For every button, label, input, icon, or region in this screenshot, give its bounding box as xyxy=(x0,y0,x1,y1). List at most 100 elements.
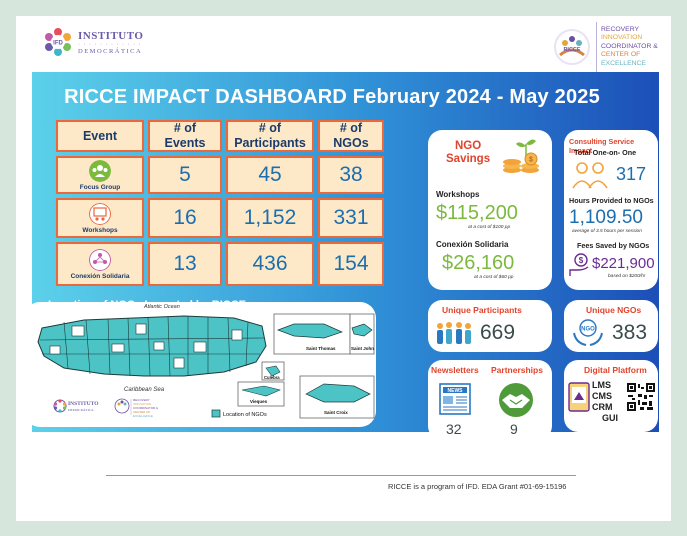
consulting-title: Consulting Service Impact xyxy=(569,137,635,155)
legend-label: Location of NGOs xyxy=(223,412,267,418)
ngo-location-map: Atlantic Ocean Caribbean Sea Saint Thoma… xyxy=(24,302,376,427)
ifd-logo-mark-icon: IFD xyxy=(42,26,74,58)
newsletters-title: Newsletters xyxy=(431,365,479,375)
table-header-participants: # of Participants xyxy=(226,120,314,152)
svg-text:NGO: NGO xyxy=(581,327,595,333)
qr-code-icon xyxy=(626,382,656,412)
participants-count: 1,152 xyxy=(226,198,314,238)
one-on-one-label: Total One-on- One xyxy=(574,148,637,157)
events-count: 13 xyxy=(148,242,222,286)
coins-plant-icon: $ xyxy=(503,139,539,173)
event-name: Workshops xyxy=(82,226,118,234)
unique-ngos-value: 383 xyxy=(612,321,648,344)
savings-workshops-label: Workshops xyxy=(436,190,480,199)
ngo-savings-title: NGO Savings xyxy=(446,140,491,165)
table-header-event: Event xyxy=(56,120,144,152)
footer-divider xyxy=(106,475,576,476)
table-row-conexion: Conexión Solidaria xyxy=(56,242,144,286)
saint-john-label: Saint John xyxy=(351,346,374,351)
tablet-icon xyxy=(568,382,590,412)
table-row-workshops: Workshops xyxy=(56,198,144,238)
ricce-logo: RICCE RECOVERY INNOVATION COORDINATOR & … xyxy=(552,22,658,72)
savings-conexion-note: at a cost of $60 pp xyxy=(474,275,514,280)
unique-participants-card: Unique Participants 669 xyxy=(428,300,552,352)
legend-swatch xyxy=(211,409,221,418)
vieques-label: Vieques xyxy=(250,399,268,404)
svg-text:INNOVATION: INNOVATION xyxy=(133,402,151,406)
map-ricce-logo: RECOVERY INNOVATION COORDINATOR & CENTER… xyxy=(114,398,158,418)
ngo-savings-card: NGO Savings $ Workshops $115,200 at a co… xyxy=(428,130,552,290)
puerto-rico-map: Atlantic Ocean Caribbean Sea Saint Thoma… xyxy=(37,304,375,419)
ifd-logo-line1: INSTITUTO xyxy=(78,29,144,42)
hours-note: average of 3.5 hours per session xyxy=(572,229,642,234)
savings-conexion-value: $26,160 xyxy=(442,252,515,274)
ngos-count: 38 xyxy=(318,156,384,194)
fees-value: $221,900 xyxy=(592,255,655,272)
unique-ngos-title: Unique NGOs xyxy=(586,305,642,315)
unique-participants-value: 669 xyxy=(480,321,516,344)
svg-text:NEWS: NEWS xyxy=(448,388,464,394)
hand-money-icon: $ xyxy=(569,253,589,276)
partnerships-title: Partnerships xyxy=(491,365,543,375)
ifd-logo-line2: DEMOCRÁTICA xyxy=(78,47,143,55)
digital-platform-title: Digital Platform xyxy=(584,365,647,375)
ifd-logo: IFD INSTITUTO · · · · · · · · · · · · DE… xyxy=(42,26,143,58)
svg-text:INSTITUTO: INSTITUTO xyxy=(68,401,99,407)
table-header-events: # of Events xyxy=(148,120,222,152)
svg-text:CENTER OF: CENTER OF xyxy=(133,410,151,414)
ngos-count: 331 xyxy=(318,198,384,238)
dashboard-banner: RICCE IMPACT DASHBOARD February 2024 - M… xyxy=(32,72,659,440)
focus-group-icon xyxy=(89,159,111,182)
handshake-icon xyxy=(499,383,533,417)
atlantic-label: Atlantic Ocean xyxy=(143,304,180,310)
savings-workshops-note: at a cost of $100 pp xyxy=(468,225,511,230)
event-name: Focus Group xyxy=(79,183,121,191)
group-people-icon xyxy=(437,322,471,344)
dashboard-title: RICCE IMPACT DASHBOARD February 2024 - M… xyxy=(64,86,600,108)
svg-text:$: $ xyxy=(579,256,584,265)
consulting-card: Consulting Service Impact Total One-on- … xyxy=(564,130,658,290)
svg-text:COORDINATOR &: COORDINATOR & xyxy=(133,406,158,410)
vieques-inset xyxy=(237,381,285,407)
ricce-logo-mark-icon: RICCE xyxy=(554,29,590,65)
platform-list: LMS CMS CRM GUI xyxy=(592,380,619,423)
participants-count: 436 xyxy=(226,242,314,286)
hours-value: 1,109.50 xyxy=(569,207,643,228)
svg-text:DEMOCRÁTICA: DEMOCRÁTICA xyxy=(68,407,94,412)
one-on-one-value: 317 xyxy=(616,164,647,184)
map-ifd-logo: INSTITUTO DEMOCRÁTICA xyxy=(53,399,99,413)
events-count: 5 xyxy=(148,156,222,194)
caribbean-label: Caribbean Sea xyxy=(124,387,165,393)
partnerships-value: 9 xyxy=(510,421,518,437)
events-count: 16 xyxy=(148,198,222,238)
event-name: Conexión Solidaria xyxy=(70,272,130,280)
svg-text:RICCE: RICCE xyxy=(563,47,580,53)
saint-croix-label: Saint Croix xyxy=(324,410,348,415)
ricce-logo-text: RECOVERY INNOVATION COORDINATOR & CENTER… xyxy=(601,25,658,67)
people-consult-icon xyxy=(572,162,608,189)
fees-note: based on $200/hr xyxy=(608,274,646,279)
table-row-focus-group: Focus Group xyxy=(56,156,144,194)
svg-text:EXCELLENCE: EXCELLENCE xyxy=(133,414,153,418)
footer-text: RICCE is a program of IFD. EDA Grant #01… xyxy=(388,482,567,491)
newsletters-value: 32 xyxy=(446,421,462,437)
newspaper-icon: NEWS xyxy=(439,383,471,415)
participants-count: 45 xyxy=(226,156,314,194)
hours-label: Hours Provided to NGOs xyxy=(569,196,654,205)
svg-text:RECOVERY: RECOVERY xyxy=(133,398,150,402)
savings-workshops-value: $115,200 xyxy=(436,202,518,224)
svg-text:$: $ xyxy=(529,157,533,164)
unique-participants-title: Unique Participants xyxy=(442,305,522,315)
table-header-ngos: # of NGOs xyxy=(318,120,384,152)
unique-ngos-card: Unique NGOs NGO 383 xyxy=(564,300,658,352)
newsletters-partnerships-card: Newsletters Partnerships NEWS 32 9 xyxy=(428,360,552,440)
culebra-label: Culebra xyxy=(264,375,280,380)
conexion-icon xyxy=(89,248,111,271)
workshop-icon xyxy=(89,202,111,225)
ngo-hands-icon: NGO xyxy=(573,319,603,346)
digital-platform-card: Digital Platform LMS CMS CRM GUI xyxy=(564,360,658,432)
saint-thomas-label: Saint Thomas xyxy=(306,346,336,351)
svg-text:IFD: IFD xyxy=(53,41,63,47)
ngos-count: 154 xyxy=(318,242,384,286)
fees-label: Fees Saved by NGOs xyxy=(577,241,650,250)
